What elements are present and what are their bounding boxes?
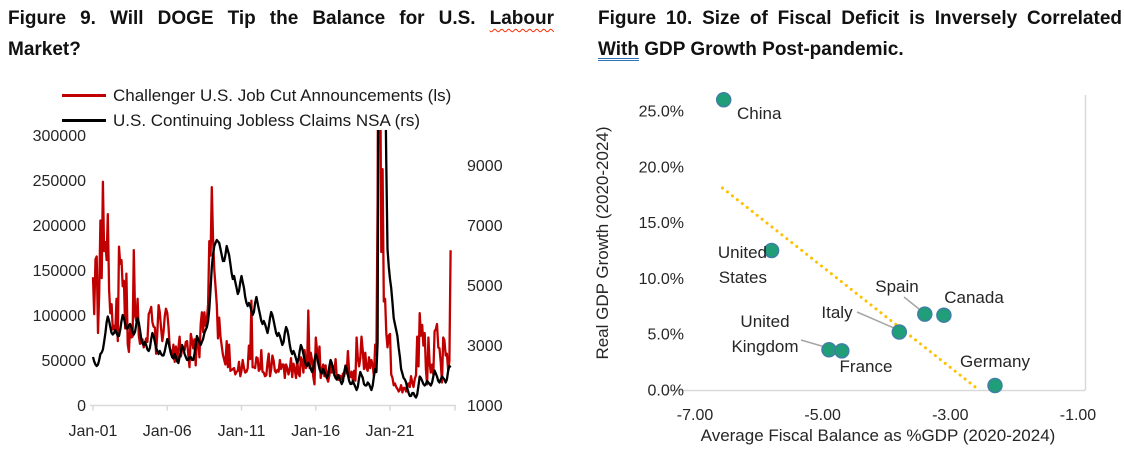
trend-line [720, 186, 981, 392]
left-axis-tick-label: 0 [77, 398, 86, 415]
legend-swatch-job-cuts [62, 94, 106, 97]
left-axis-tick-label: 50000 [42, 353, 87, 370]
right-axis-tick-label: 9000 [467, 158, 503, 175]
scatter-label-united-states: States [719, 268, 767, 287]
right-axis-tick-label: 7000 [467, 218, 503, 235]
label-leader-line [856, 311, 895, 329]
scatter-label-united-states: United [718, 243, 767, 262]
x-axis-tick-label: -3.00 [932, 407, 969, 424]
figure9-title-line2: Market? [8, 39, 81, 60]
left-axis-tick-label: 150000 [33, 263, 86, 280]
legend-item-job-cuts: Challenger U.S. Job Cut Announcements (l… [62, 83, 451, 108]
scatter-label-united-kingdom: Kingdom [731, 337, 798, 356]
scatter-label-united-kingdom: United [740, 312, 789, 331]
x-axis-tick-label: Jan-01 [69, 423, 118, 440]
figure10-title-line2: With GDP Growth Post-pandemic. [598, 34, 1122, 65]
grammar-marked-word-with: With [598, 39, 639, 60]
misspelled-word-labour: Labour [489, 8, 554, 29]
y-axis-tick-label: 10.0% [639, 271, 684, 288]
scatter-label-china: China [737, 104, 782, 123]
scatter-label-france: France [840, 357, 893, 376]
scatter-point-france [834, 343, 850, 359]
scatter-label-spain: Spain [875, 277, 918, 296]
x-axis-tick-label: Jan-11 [218, 423, 266, 440]
x-axis-tick-label: Jan-06 [143, 423, 192, 440]
scatter-point-china [715, 92, 732, 108]
legend-swatch-claims [62, 119, 106, 122]
y-axis-tick-label: 5.0% [648, 327, 684, 344]
scatter-point-italy [891, 324, 908, 340]
scatter-point-germany [987, 377, 1003, 394]
figure10-title: Figure 10. Size of Fiscal Deficit is Inv… [598, 3, 1122, 65]
x-axis-tick-label: -5.00 [804, 407, 841, 424]
left-axis-tick-label: 250000 [33, 173, 86, 190]
scatter-point-united-states [763, 242, 780, 259]
right-axis-tick-label: 5000 [467, 278, 503, 295]
figure9-title-line1: Figure 9. Will DOGE Tip the Balance for … [8, 3, 554, 34]
figure10-title-line1: Figure 10. Size of Fiscal Deficit is Inv… [598, 8, 1122, 29]
scatter-point-canada [936, 307, 952, 323]
left-axis-tick-label: 100000 [33, 308, 86, 325]
right-axis-tick-label: 1000 [467, 398, 503, 415]
figure9-title: Figure 9. Will DOGE Tip the Balance for … [8, 3, 554, 65]
left-axis-tick-label: 200000 [33, 218, 86, 235]
right-axis-tick-label: 3000 [467, 338, 503, 355]
label-leader-line [800, 339, 826, 348]
x-axis-tick-label: Jan-16 [291, 423, 340, 440]
x-axis-tick-label: -7.00 [677, 407, 714, 424]
legend-label-claims: U.S. Continuing Jobless Claims NSA (rs) [113, 110, 421, 130]
scatter-label-italy: Italy [821, 303, 853, 322]
figure10-chart: -7.00 -5.00 -3.00 -1.00 0.0% 5.0% 10.0% 15.0% 20… [593, 92, 1097, 445]
scatter-point-united-kingdom [821, 342, 837, 358]
legend-item-claims: U.S. Continuing Jobless Claims NSA (rs) [62, 108, 451, 133]
figure9-title-text: Figure 9. Will DOGE Tip the Balance for … [8, 8, 476, 29]
figure10-title-text: GDP Growth Post-pandemic. [644, 39, 904, 60]
y-axis-tick-label: 15.0% [639, 215, 684, 232]
y-axis-title: Real GDP Growth (2020-2024) [593, 126, 612, 359]
series-line-job-cuts [91, 130, 452, 394]
label-leader-line [903, 296, 920, 310]
left-axis-tick-label: 300000 [33, 128, 86, 145]
scatter-point-spain [917, 306, 933, 322]
scatter-label-germany: Germany [960, 352, 1030, 371]
y-axis-tick-label: 25.0% [639, 104, 684, 121]
figure9-chart: 300000 250000 200000 150000 100000 50000 0 9000… [33, 128, 503, 440]
y-axis-tick-label: 0.0% [648, 383, 684, 400]
y-axis-tick-label: 20.0% [639, 159, 684, 176]
legend-label-job-cuts: Challenger U.S. Job Cut Announcements (l… [113, 85, 452, 105]
x-axis-title: Average Fiscal Balance as %GDP (2020-202… [701, 426, 1056, 445]
x-axis-tick-label: -1.00 [1060, 407, 1097, 424]
chart-legend: Challenger U.S. Job Cut Announcements (l… [62, 83, 451, 133]
series-line-claims [91, 130, 452, 399]
scatter-label-canada: Canada [944, 288, 1004, 307]
x-axis-tick-label: Jan-21 [366, 423, 415, 440]
